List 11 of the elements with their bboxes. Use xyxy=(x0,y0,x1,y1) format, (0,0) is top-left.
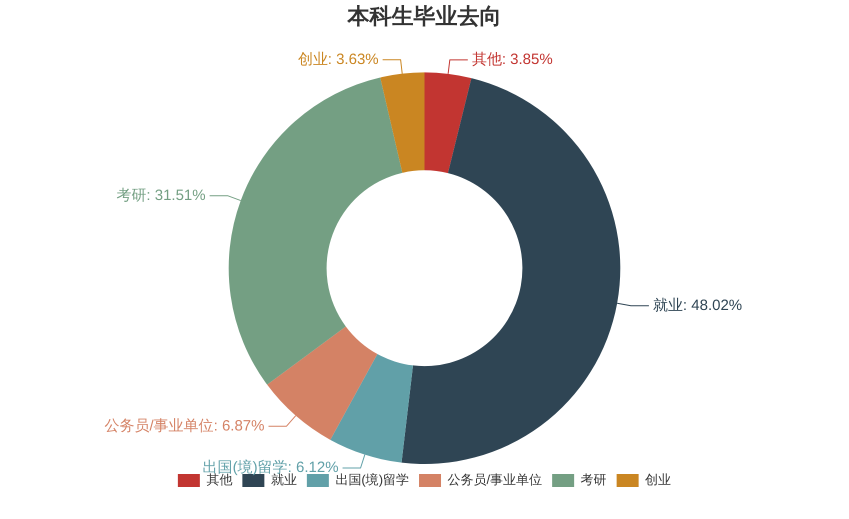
data-label: 考研: 31.51% xyxy=(116,186,206,204)
legend-label: 出国(境)留学 xyxy=(335,472,410,488)
data-label: 创业: 3.63% xyxy=(298,50,379,68)
legend-label: 就业 xyxy=(270,472,297,488)
legend-label: 考研 xyxy=(580,472,607,488)
chart-title: 本科生毕业去向 xyxy=(346,3,502,28)
data-label: 就业: 48.02% xyxy=(652,296,742,314)
data-label: 公务员/事业单位: 6.87% xyxy=(104,417,264,434)
data-label: 其他: 3.85% xyxy=(472,51,553,68)
legend-label: 公务员/事业单位 xyxy=(448,472,542,488)
legend-label: 创业 xyxy=(645,472,672,488)
